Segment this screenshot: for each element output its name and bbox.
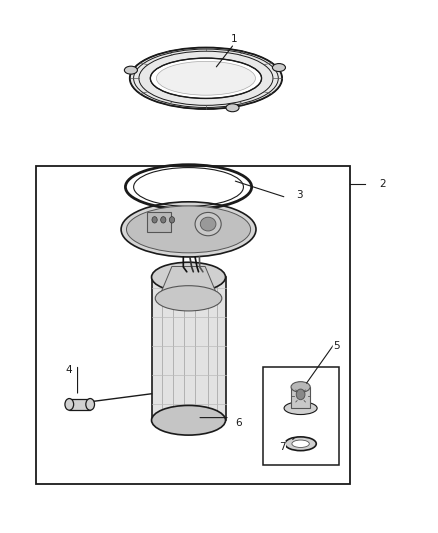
Circle shape	[170, 216, 175, 223]
Ellipse shape	[226, 104, 239, 112]
Ellipse shape	[200, 217, 216, 231]
Ellipse shape	[86, 399, 95, 410]
Polygon shape	[152, 277, 226, 420]
Ellipse shape	[130, 47, 282, 109]
Bar	[69, 399, 90, 410]
Ellipse shape	[284, 402, 317, 415]
Polygon shape	[159, 266, 219, 298]
Ellipse shape	[150, 58, 261, 99]
Text: 4: 4	[66, 365, 72, 375]
Text: 2: 2	[379, 179, 385, 189]
Text: 6: 6	[235, 418, 242, 428]
Circle shape	[152, 216, 157, 223]
Ellipse shape	[65, 399, 74, 410]
Ellipse shape	[152, 406, 226, 435]
Ellipse shape	[296, 389, 305, 400]
Ellipse shape	[124, 66, 138, 74]
Text: 3: 3	[296, 190, 303, 200]
Text: 7: 7	[279, 442, 286, 452]
Ellipse shape	[156, 61, 255, 95]
Ellipse shape	[292, 440, 309, 448]
Ellipse shape	[121, 202, 256, 257]
Ellipse shape	[285, 437, 316, 450]
Ellipse shape	[152, 262, 226, 292]
Ellipse shape	[272, 63, 286, 71]
Bar	[36, 166, 350, 484]
Ellipse shape	[127, 206, 251, 253]
Ellipse shape	[155, 286, 222, 311]
Text: 5: 5	[333, 341, 340, 351]
Text: 1: 1	[231, 34, 237, 44]
Circle shape	[161, 216, 166, 223]
Bar	[262, 367, 339, 465]
Bar	[291, 387, 310, 408]
Ellipse shape	[291, 382, 310, 392]
Ellipse shape	[195, 213, 221, 236]
Bar	[147, 212, 171, 232]
